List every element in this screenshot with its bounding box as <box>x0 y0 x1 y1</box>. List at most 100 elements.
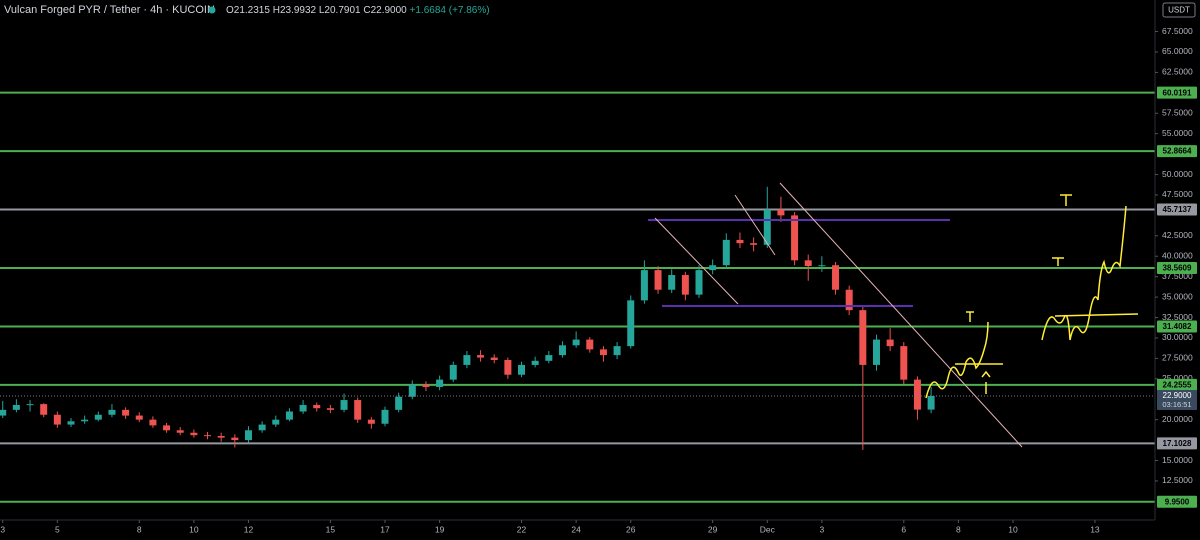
candle-body <box>463 355 471 365</box>
candle-body <box>750 243 758 245</box>
ohlc-high: H23.9932 <box>273 5 317 16</box>
candle-body <box>654 270 662 290</box>
countdown: 03:16:51 <box>1162 400 1191 409</box>
currency[interactable]: USDT <box>1168 6 1190 15</box>
y-tick-label: 15.0000 <box>1162 455 1193 465</box>
candle-body <box>695 270 703 295</box>
candle-body <box>340 400 348 410</box>
level-label-box <box>1157 495 1197 508</box>
x-tick-label: 5 <box>55 524 60 534</box>
x-tick-label: 13 <box>1090 524 1100 534</box>
candle-body <box>190 432 198 436</box>
y-tick-label: 30.0000 <box>1162 332 1193 342</box>
candle-body <box>258 424 266 431</box>
y-tick-label: 42.5000 <box>1162 230 1193 240</box>
trend-line <box>779 182 1023 448</box>
candle-body <box>763 209 771 245</box>
candle-body <box>422 384 430 387</box>
candle-body <box>518 364 526 375</box>
level-label: 31.4082 <box>1163 322 1192 331</box>
currency-box[interactable] <box>1162 2 1196 18</box>
x-tick-label: 15 <box>326 524 336 534</box>
scribble <box>1052 257 1064 266</box>
candle-body <box>599 349 607 356</box>
x-tick-label: 6 <box>901 524 906 534</box>
candle-body <box>12 404 20 410</box>
scribble <box>1060 194 1072 206</box>
x-tick-label: 3 <box>820 524 825 534</box>
x-tick-label: 24 <box>571 524 581 534</box>
level-label-box <box>1157 262 1197 275</box>
level-label: 17.1028 <box>1163 439 1192 448</box>
candle-body <box>272 419 280 425</box>
candle-body <box>477 355 485 358</box>
level-label-box <box>1157 437 1197 450</box>
symbol-title: Vulcan Forged PYR / Tether · 4h · KUCOIN <box>4 4 215 16</box>
candle-body <box>627 300 635 347</box>
x-tick-label: 8 <box>137 524 142 534</box>
candle-body <box>586 339 594 350</box>
plot-area <box>0 91 1155 503</box>
y-tick-label: 32.5000 <box>1162 312 1193 322</box>
candle-body <box>640 270 648 301</box>
ohlc-close: C22.9000 <box>363 5 407 16</box>
y-tick-label: 62.5000 <box>1162 67 1193 77</box>
ohlc-low: L20.7901 <box>319 5 361 16</box>
candle-body <box>681 275 689 295</box>
candle-body <box>176 430 184 433</box>
candle-body <box>122 409 130 416</box>
level-label: 38.5609 <box>1163 264 1192 273</box>
trend-line <box>734 194 776 256</box>
candle-body <box>94 414 102 420</box>
candle-body <box>285 411 293 420</box>
candle-body <box>367 419 375 424</box>
y-tick-label: 27.5000 <box>1162 353 1193 363</box>
candle-body <box>149 419 157 426</box>
candle-body <box>859 310 867 365</box>
header: Vulcan Forged PYR / Tether · 4h · KUCOIN… <box>4 2 1196 18</box>
level-label: 45.7137 <box>1163 205 1192 214</box>
candle-body <box>804 260 812 267</box>
candle-body <box>381 409 389 424</box>
candle-body <box>572 339 580 346</box>
candle-body <box>40 404 48 415</box>
candle-body <box>545 355 553 361</box>
candle-body <box>231 437 239 441</box>
ohlc: O21.2315 H23.9932 L20.7901 C22.9000 +1.6… <box>226 5 490 16</box>
y-tick-label: 25.0000 <box>1162 373 1193 383</box>
x-tick-label: 17 <box>380 524 390 534</box>
candle-body <box>0 409 7 416</box>
last-price-label: 22.9000 <box>1163 391 1192 400</box>
candle-body <box>900 346 908 380</box>
candle-body <box>449 364 457 380</box>
candle-body <box>886 339 894 347</box>
candle-body <box>408 384 416 397</box>
drawings <box>648 182 1139 448</box>
candle-body <box>354 400 362 420</box>
x-tick-label: 12 <box>244 524 254 534</box>
scribble <box>1054 313 1139 317</box>
last-price-box <box>1157 389 1197 410</box>
y-tick-label: 65.0000 <box>1162 46 1193 56</box>
y-tick-label: 40.0000 <box>1162 250 1193 260</box>
candle-body <box>436 379 444 387</box>
candle-body <box>722 239 730 266</box>
level-label: 24.2555 <box>1163 380 1192 389</box>
candle-body <box>326 408 334 410</box>
x-tick-label: 19 <box>435 524 445 534</box>
candle-body <box>395 396 403 410</box>
candle-body <box>558 345 566 356</box>
candle-body <box>204 435 212 437</box>
candle-body <box>709 265 717 271</box>
y-tick-label: 37.5000 <box>1162 271 1193 281</box>
overlay: 60.0191 52.8664 45.7137 38.5609 31.4082 24.25… <box>1157 86 1197 508</box>
level-label: 60.0191 <box>1163 88 1192 97</box>
candle-body <box>818 265 826 267</box>
x-tick-label: 3 <box>0 524 5 534</box>
level-label-box <box>1157 378 1197 391</box>
x-tick-label: 26 <box>626 524 636 534</box>
y-tick-label: 12.5000 <box>1162 475 1193 485</box>
candle-body <box>217 436 225 438</box>
candle-body <box>791 215 799 261</box>
